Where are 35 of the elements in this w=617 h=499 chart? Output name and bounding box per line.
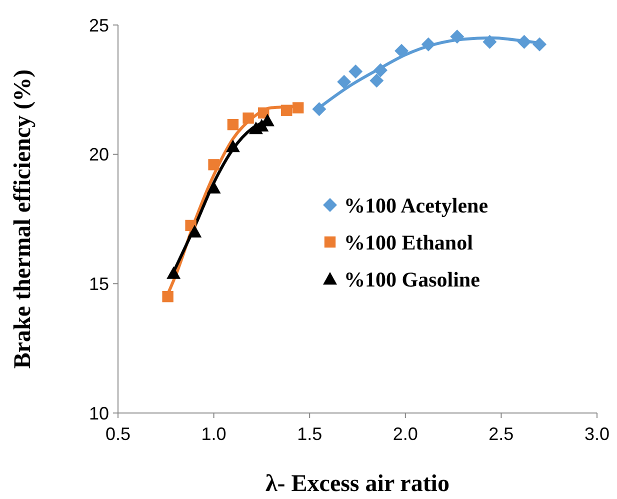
point xyxy=(348,64,363,79)
y-axis-title: Brake thermal efficiency (%) xyxy=(10,69,36,369)
x-tick-label: 0.5 xyxy=(105,424,131,444)
point xyxy=(421,37,436,52)
x-tick-label: 2.0 xyxy=(392,424,418,444)
x-tick-label: 1.5 xyxy=(297,424,322,444)
x-tick-label: 3.0 xyxy=(584,424,610,444)
point xyxy=(337,74,352,89)
point xyxy=(482,34,497,49)
x-tick-label: 2.5 xyxy=(488,424,514,444)
legend-label: %100 Gasoline xyxy=(344,267,480,292)
point xyxy=(281,104,292,116)
y-tick-label: 20 xyxy=(88,144,109,165)
point xyxy=(312,102,326,116)
point xyxy=(226,140,240,152)
point xyxy=(208,159,220,170)
point xyxy=(450,30,464,44)
y-tick-label: 25 xyxy=(88,15,109,36)
legend-label: %100 Acetylene xyxy=(344,193,488,218)
point xyxy=(188,224,202,238)
point xyxy=(227,118,239,130)
point xyxy=(370,74,384,88)
point xyxy=(517,34,532,49)
point xyxy=(242,112,254,124)
x-axis-title: λ- Excess air ratio xyxy=(266,471,450,497)
point xyxy=(373,63,388,78)
point xyxy=(166,266,181,279)
point xyxy=(394,44,409,58)
x-tick-label: 1.0 xyxy=(201,424,226,444)
y-tick-label: 10 xyxy=(88,403,109,424)
y-tick-label: 15 xyxy=(88,274,109,294)
point xyxy=(532,37,547,52)
point xyxy=(162,291,174,302)
legend-label: %100 Ethanol xyxy=(344,230,474,254)
point xyxy=(292,102,304,114)
